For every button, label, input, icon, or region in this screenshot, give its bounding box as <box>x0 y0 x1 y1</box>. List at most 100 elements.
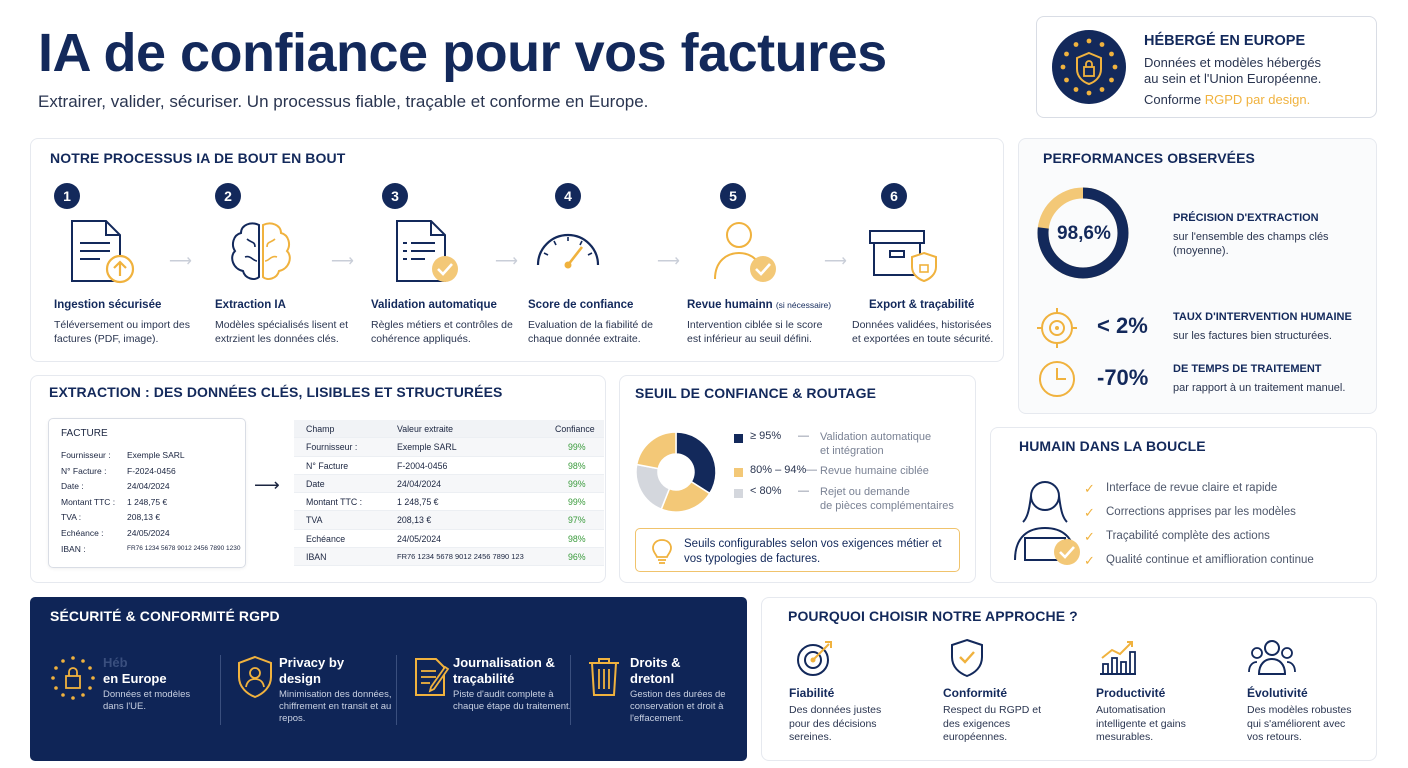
step-number: 2 <box>215 183 241 209</box>
document-upload-icon <box>71 220 135 284</box>
arrow-right-icon: ⟶ <box>331 253 354 270</box>
arrow-right-icon: ⟶ <box>495 253 518 270</box>
security-heading-line2: design <box>279 671 321 686</box>
table-cell: 99% <box>568 497 586 508</box>
table-cell: 96% <box>568 552 586 563</box>
security-heading-line1: Droits & <box>630 655 681 670</box>
table-cell: Montant TTC : <box>306 497 363 508</box>
team-icon <box>1248 640 1296 675</box>
eu-desc-line2: au sein et l'Union Européenne. <box>1144 71 1322 86</box>
human-loop-item: ✓ Qualité continue et amiflioration conti… <box>1084 553 1314 568</box>
target-icon <box>1037 308 1077 348</box>
security-heading-line2: traçabilité <box>453 671 515 686</box>
legend-desc-line2: et intégration <box>820 445 884 457</box>
invoice-field-value: FR76 1234 5678 9012 2456 7890 1230 <box>127 544 241 552</box>
table-cell: 24/04/2024 <box>397 478 442 489</box>
legend-range: < 80% <box>750 485 782 497</box>
threshold-note: Seuils configurables selon vos exigences… <box>635 528 960 572</box>
donut-segment <box>635 463 671 511</box>
lightbulb-icon <box>652 539 672 564</box>
invoice-title: FACTURE <box>61 428 108 439</box>
invoice-field-label: Date : <box>61 481 84 492</box>
table-header-cell: Champ <box>306 424 335 434</box>
human-loop-item-text: Corrections apprises par les modèles <box>1106 506 1296 518</box>
precision-donut-chart <box>1037 187 1129 279</box>
security-item-desc: Gestion des durées de conservation et dr… <box>630 689 726 724</box>
security-heading-line2: dretonl <box>630 671 675 686</box>
shield-user-icon <box>238 655 272 699</box>
table-header-cell: Valeur extraite <box>397 424 454 434</box>
intervention-label: TAUX D'INTERVENTION HUMAINE <box>1173 311 1352 323</box>
precision-desc: sur l'ensemble des champs clés (moyenne)… <box>1173 231 1329 257</box>
step-label-note: (si nécessaire) <box>775 300 832 310</box>
invoice-field-label: Montant TTC : <box>61 496 116 507</box>
table-cell: 208,13 € <box>397 515 432 526</box>
eu-rgpd-accent: RGPD par design. <box>1204 92 1311 107</box>
invoice-preview: FACTURE Fournisseur : Exemple SARL N° Fact… <box>48 418 246 568</box>
human-loop-item: ✓ Interface de revue claire et rapide <box>1084 481 1277 496</box>
checklist-icon <box>396 220 458 282</box>
legend-desc-line1: Validation automatique <box>820 431 932 443</box>
extraction-section: EXTRACTION : DES DONNÉES CLÉS, LISIBLES … <box>30 375 606 583</box>
intervention-value: < 2% <box>1097 313 1148 338</box>
user-check-icon <box>714 222 776 282</box>
clock-icon <box>1039 361 1075 397</box>
step-number: 5 <box>720 183 746 209</box>
document-pen-icon <box>415 658 450 696</box>
why-section: POURQUOI CHOISIR NOTRE APPROCHE ? Fiabil… <box>761 597 1377 761</box>
invoice-field-label: Echéance : <box>61 528 104 538</box>
invoice-field-value: 208,13 € <box>127 512 161 523</box>
table-row: Date 24/04/2024 99% <box>294 474 604 494</box>
security-item-heading: Héb en Europe <box>103 655 167 687</box>
donut-segment <box>675 431 717 495</box>
security-item-heading: Journalisation & traçabilité <box>453 655 555 687</box>
temps-label: DE TEMPS DE TRAITEMENT <box>1173 363 1322 375</box>
security-heading-line1: Privacy by <box>279 655 345 670</box>
table-row: N° Facture F-2004-0456 98% <box>294 457 604 475</box>
eu-hosting-box: HÉBERGÉ EN EUROPE Données et modèles héb… <box>1036 16 1377 118</box>
eu-desc-line1: Données et modèles hébergés <box>1144 55 1322 70</box>
legend-desc-line2: de pièces complémentaires <box>820 500 954 512</box>
security-item-heading: Droits & dretonl <box>630 655 681 687</box>
step-label: Ingestion sécurisée <box>54 299 162 311</box>
why-item-heading: Productivité <box>1096 686 1166 700</box>
step-desc: Modèles spécialisés lisent et extrzient … <box>215 319 349 345</box>
security-item-desc: Données et modèles dans l'UE. <box>103 689 191 712</box>
why-item-heading: Fiabilité <box>789 686 835 700</box>
table-cell: Exemple SARL <box>397 442 457 453</box>
trash-icon <box>589 658 619 696</box>
target-arrow-icon <box>797 641 832 676</box>
legend-range: 80% – 94% <box>750 464 807 476</box>
security-item-heading: Privacy by design <box>279 655 344 687</box>
reviewer-laptop-icon <box>1014 481 1080 565</box>
table-row: IBAN FR76 1234 5678 9012 2456 7890 123 96% <box>294 548 604 567</box>
divider <box>396 655 397 725</box>
legend-dash: — <box>806 464 817 476</box>
threshold-section: SEUIL DE CONFIANCE & ROUTAGE ≥ 95% — Valid… <box>619 375 976 583</box>
legend-range: ≥ 95% <box>750 430 782 442</box>
donut-segment <box>635 431 677 470</box>
legend-desc-line1: Revue humaine ciblée <box>820 465 929 477</box>
shield-check-icon <box>951 638 983 678</box>
human-loop-section: HUMAIN DANS LA BOUCLE ✓ Interface de revu… <box>990 427 1377 583</box>
eu-rgpd-prefix: Conforme <box>1144 92 1205 107</box>
legend-swatch <box>734 468 743 477</box>
legend-desc: Rejet ou demande de pièces complémentaire… <box>820 485 954 513</box>
table-cell: Echéance <box>306 533 346 544</box>
precision-value: 98,6% <box>1057 223 1111 244</box>
intervention-desc: sur les factures bien structurées. <box>1173 330 1332 342</box>
eu-title: HÉBERGÉ EN EUROPE <box>1144 33 1306 49</box>
threshold-donut-chart <box>635 431 717 513</box>
step-label: Revue humainn (si nécessaire) <box>687 299 831 311</box>
check-icon: ✓ <box>1084 529 1095 544</box>
precision-donut-arc <box>1037 187 1129 279</box>
invoice-field-value: F-2024-0456 <box>127 465 176 476</box>
temps-value: -70% <box>1097 365 1149 390</box>
precision-label: PRÉCISION D'EXTRACTION <box>1173 212 1319 224</box>
step-desc: Evaluation de la fiabilité de chaque don… <box>528 319 653 345</box>
archive-shield-icon <box>869 230 937 283</box>
table-cell: 98% <box>568 460 586 471</box>
table-cell: FR76 1234 5678 9012 2456 7890 123 <box>397 552 524 562</box>
eu-lock-icon <box>51 656 95 700</box>
invoice-field-label: TVA : <box>61 512 82 523</box>
